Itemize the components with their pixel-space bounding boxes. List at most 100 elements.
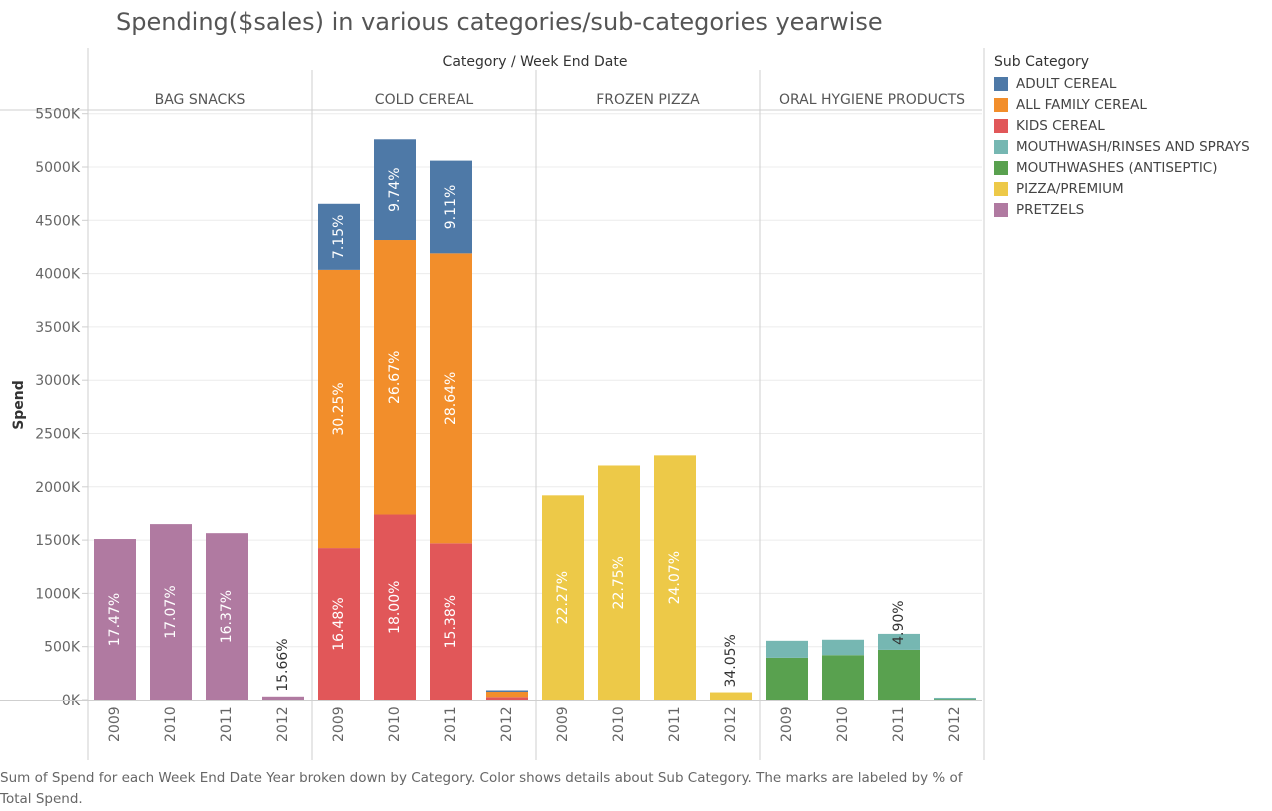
bar-segment xyxy=(430,253,472,544)
x-tick-label: 2012 xyxy=(947,706,963,742)
bar-segment xyxy=(374,139,416,241)
bar-segment xyxy=(430,543,472,700)
bar-segment xyxy=(710,692,752,700)
data-label: 16.48% xyxy=(331,597,347,650)
data-label: 22.75% xyxy=(611,556,627,609)
x-tick-label: 2012 xyxy=(499,706,515,742)
panel-header-cold-cereal: COLD CEREAL xyxy=(375,92,474,108)
bar-segment xyxy=(318,269,360,549)
data-label: 26.67% xyxy=(387,351,403,404)
legend-swatch xyxy=(994,97,1008,112)
y-tick-label: 1500K xyxy=(35,533,81,549)
chart-caption: Sum of Spend for each Week End Date Year… xyxy=(0,770,963,807)
bar-segment xyxy=(94,539,136,700)
legend-item: ADULT CEREAL xyxy=(994,73,1272,94)
data-label: 17.07% xyxy=(163,585,179,638)
data-label: 17.47% xyxy=(107,593,123,646)
bar-segment xyxy=(150,524,192,700)
bar-segment xyxy=(822,639,864,656)
legend-item: PRETZELS xyxy=(994,199,1272,220)
x-tick-label: 2010 xyxy=(835,706,851,742)
data-label: 18.00% xyxy=(387,581,403,634)
legend-label: PIZZA/PREMIUM xyxy=(1016,180,1124,197)
bar-segment xyxy=(654,455,696,700)
x-tick-label: 2009 xyxy=(555,706,571,742)
panel-header-bag-snacks: BAG SNACKS xyxy=(155,92,246,108)
legend-item: MOUTHWASHES (ANTISEPTIC) xyxy=(994,157,1272,178)
y-tick-label: 500K xyxy=(44,640,81,656)
legend: Sub Category ADULT CEREAL ALL FAMILY CERE… xyxy=(994,54,1272,220)
bar-segment xyxy=(766,640,808,658)
column-header: Category / Week End Date xyxy=(443,54,628,70)
legend-swatch xyxy=(994,160,1008,175)
panel-header-oral-hygiene-products: ORAL HYGIENE PRODUCTS xyxy=(779,92,965,108)
x-tick-label: 2011 xyxy=(891,706,907,742)
data-label: 15.66% xyxy=(275,638,291,691)
x-tick-label: 2009 xyxy=(331,706,347,742)
legend-swatch xyxy=(994,202,1008,217)
bar-segment xyxy=(430,160,472,254)
legend-swatch xyxy=(994,76,1008,91)
x-tick-label: 2011 xyxy=(443,706,459,742)
x-tick-label: 2012 xyxy=(723,706,739,742)
y-tick-label: 3000K xyxy=(35,373,81,389)
legend-label: PRETZELS xyxy=(1016,201,1085,218)
legend-swatch xyxy=(994,118,1008,133)
data-label: 28.64% xyxy=(443,372,459,425)
y-axis-label: Spend xyxy=(11,380,27,430)
chart-title: Spending($sales) in various categories/s… xyxy=(116,8,883,36)
data-label: 4.90% xyxy=(891,600,907,644)
y-tick-label: 3500K xyxy=(35,320,81,336)
y-tick-label: 4500K xyxy=(35,213,81,229)
x-tick-label: 2011 xyxy=(219,706,235,742)
data-label: 16.37% xyxy=(219,590,235,643)
x-tick-label: 2012 xyxy=(275,706,291,742)
data-label: 34.05% xyxy=(723,634,739,687)
data-label: 9.74% xyxy=(387,167,403,211)
data-label: 24.07% xyxy=(667,551,683,604)
legend-item: PIZZA/PREMIUM xyxy=(994,178,1272,199)
legend-item: KIDS CEREAL xyxy=(994,115,1272,136)
y-tick-label: 2500K xyxy=(35,427,81,443)
legend-label: MOUTHWASHES (ANTISEPTIC) xyxy=(1016,159,1218,176)
y-tick-label: 2000K xyxy=(35,480,81,496)
y-tick-label: 1000K xyxy=(35,586,81,602)
x-tick-label: 2010 xyxy=(387,706,403,742)
y-tick-label: 4000K xyxy=(35,267,81,283)
x-tick-label: 2009 xyxy=(107,706,123,742)
y-tick-label: 5500K xyxy=(35,107,81,123)
data-label: 9.11% xyxy=(443,185,459,229)
bar-segment xyxy=(374,514,416,700)
bar-segment xyxy=(486,697,528,700)
bar-segment xyxy=(206,533,248,700)
x-tick-label: 2011 xyxy=(667,706,683,742)
legend-item: MOUTHWASH/RINSES AND SPRAYS xyxy=(994,136,1272,157)
chart-plot: Category / Week End Date0K500K1000K1500K… xyxy=(0,48,985,760)
legend-items: ADULT CEREAL ALL FAMILY CEREAL KIDS CEREAL… xyxy=(994,73,1272,220)
legend-label: KIDS CEREAL xyxy=(1016,117,1105,134)
data-label: 22.27% xyxy=(555,571,571,624)
legend-label: ALL FAMILY CEREAL xyxy=(1016,96,1147,113)
legend-swatch xyxy=(994,181,1008,196)
bar-segment xyxy=(486,690,528,693)
legend-label: ADULT CEREAL xyxy=(1016,75,1117,92)
legend-title: Sub Category xyxy=(994,54,1090,70)
bar-segment xyxy=(374,240,416,515)
y-tick-label: 5000K xyxy=(35,160,81,176)
bar-segment xyxy=(598,465,640,700)
bar-segment xyxy=(766,657,808,700)
bar-segment xyxy=(486,692,528,698)
bar-segment xyxy=(542,495,584,700)
x-tick-label: 2009 xyxy=(779,706,795,742)
x-tick-label: 2010 xyxy=(611,706,627,742)
data-label: 7.15% xyxy=(331,215,347,259)
data-label: 30.25% xyxy=(331,382,347,435)
bar-segment xyxy=(878,649,920,700)
bar-segment xyxy=(822,655,864,700)
legend-swatch xyxy=(994,139,1008,154)
legend-item: ALL FAMILY CEREAL xyxy=(994,94,1272,115)
legend-label: MOUTHWASH/RINSES AND SPRAYS xyxy=(1016,138,1250,155)
bar-segment xyxy=(318,548,360,700)
data-label: 15.38% xyxy=(443,595,459,648)
panel-header-frozen-pizza: FROZEN PIZZA xyxy=(596,92,700,108)
